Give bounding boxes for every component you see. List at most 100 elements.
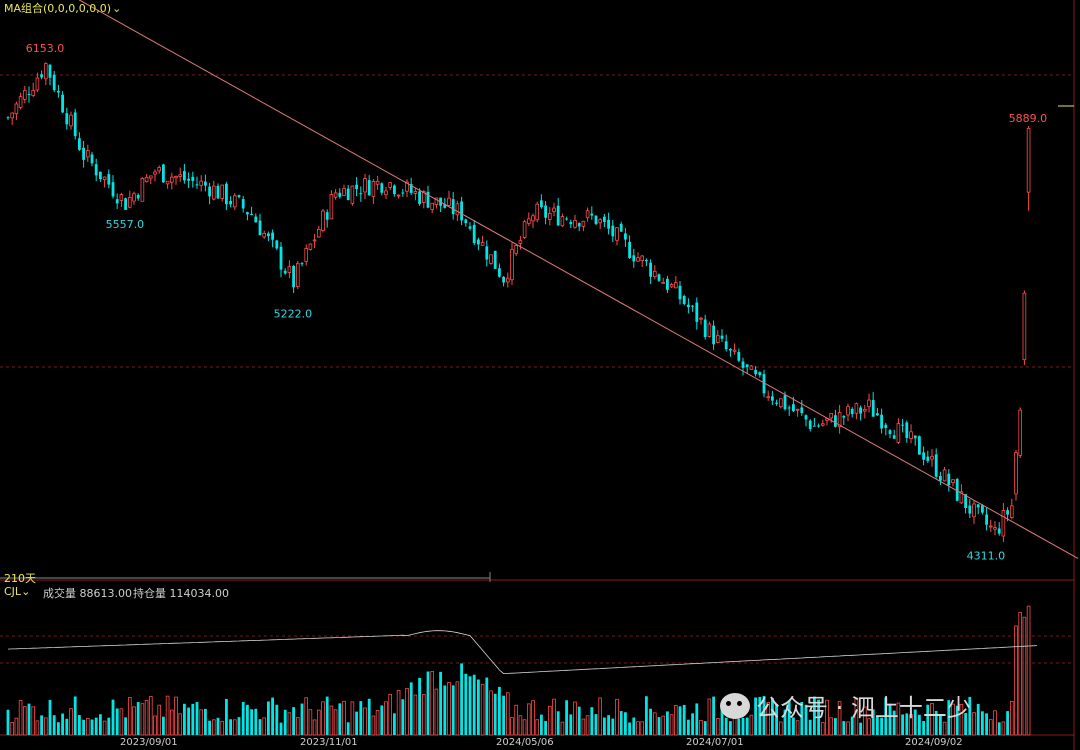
volume-bar-down	[611, 718, 615, 735]
volume-bar-down	[472, 674, 476, 735]
volume-bar-up	[825, 699, 829, 736]
candle-up	[669, 284, 674, 288]
ma-indicator-label[interactable]: MA组合(0,0,0,0,0,0)⌄	[4, 0, 121, 16]
volume-bar-up	[552, 698, 556, 736]
candle-up	[909, 431, 913, 439]
volume-bar-up	[1022, 616, 1027, 736]
candle-up	[316, 228, 321, 238]
volume-bar-down	[250, 709, 253, 735]
candle-down	[82, 147, 85, 160]
candle-up	[522, 221, 527, 238]
volume-bar-up	[548, 705, 552, 736]
volume-bar-down	[603, 717, 606, 735]
candle-up	[232, 195, 237, 208]
volume-bar-down	[346, 722, 350, 735]
candle-up	[480, 242, 485, 246]
volume-bar-down	[939, 715, 942, 735]
candle-up	[10, 112, 15, 119]
volume-bar-down	[901, 714, 904, 735]
candle-down	[99, 171, 102, 180]
volume-bar-down	[737, 718, 741, 735]
volume-bar-up	[447, 682, 451, 736]
candle-up	[14, 103, 19, 115]
candle-down	[380, 183, 384, 193]
volume-bar-up	[350, 701, 355, 736]
volume-bar-up	[896, 702, 901, 736]
candle-down	[981, 505, 984, 513]
candle-down	[52, 74, 56, 91]
volume-bar-down	[283, 709, 287, 735]
candle-down	[645, 259, 648, 262]
volume-bar-up	[18, 699, 23, 736]
candle-down	[968, 505, 972, 514]
volume-bar-up	[716, 718, 720, 736]
volume-bar-down	[90, 719, 94, 735]
volume-bar-up	[510, 717, 514, 736]
volume-bar-up	[514, 704, 518, 736]
candle-down	[657, 274, 661, 281]
candle-down	[401, 192, 405, 194]
candle-down	[418, 191, 421, 205]
candle-down	[611, 225, 615, 237]
volume-bar-up	[178, 713, 183, 736]
candle-up	[837, 412, 842, 428]
candle-down	[393, 185, 396, 194]
candle-up	[959, 491, 964, 504]
volume-bar-down	[649, 708, 652, 735]
candle-down	[800, 407, 804, 413]
candle-down	[283, 270, 287, 274]
volume-indicator-label[interactable]: CJL⌄	[4, 585, 30, 598]
volume-bar-up	[640, 721, 644, 736]
candle-down	[741, 361, 745, 368]
volume-bar-down	[913, 709, 917, 735]
volume-bar-up	[661, 715, 665, 736]
price-annotation: 5557.0	[106, 218, 145, 231]
candle-down	[603, 216, 606, 222]
candle-up	[573, 219, 577, 228]
candle-up	[405, 181, 409, 192]
candle-up	[1014, 452, 1018, 495]
candle-down	[115, 199, 119, 204]
candle-down	[666, 278, 669, 290]
candle-down	[754, 369, 757, 375]
candle-up	[430, 202, 434, 210]
volume-bar-down	[985, 713, 988, 735]
candle-up	[165, 180, 170, 185]
volume-bar-up	[531, 700, 535, 736]
candle-up	[867, 399, 871, 407]
volume-bar-down	[981, 711, 984, 735]
candle-up	[1022, 292, 1027, 361]
candle-up	[1026, 127, 1031, 193]
volume-bar-down	[922, 720, 925, 735]
candle-up	[854, 403, 859, 414]
candle-up	[1010, 505, 1014, 518]
volume-bar-down	[682, 704, 686, 735]
volume-bar-down	[40, 715, 43, 735]
candle-down	[65, 113, 69, 125]
candle-down	[577, 223, 581, 227]
volume-bar-down	[82, 719, 85, 735]
candle-down	[556, 205, 560, 226]
volume-bar-down	[258, 719, 262, 735]
volume-bar-down	[590, 707, 594, 735]
candle-up	[518, 240, 523, 244]
candle-up	[585, 210, 590, 219]
candle-down	[624, 233, 627, 240]
volume-bar-up	[535, 719, 539, 736]
candle-down	[355, 184, 358, 190]
volume-bar-up	[749, 714, 754, 736]
volume-bar-down	[976, 703, 980, 735]
x-tick-label: 2024/07/01	[686, 737, 744, 748]
candle-down	[876, 413, 879, 416]
candle-up	[396, 194, 401, 197]
chevron-down-icon[interactable]: ⌄	[112, 2, 122, 15]
candle-up	[119, 194, 124, 201]
volume-bar-down	[619, 711, 623, 735]
volume-bar-down	[842, 721, 846, 735]
volume-bar-down	[624, 712, 627, 735]
candle-up	[329, 194, 334, 220]
volume-bar-up	[157, 704, 162, 736]
volume-bar-down	[477, 679, 480, 735]
candle-down	[187, 178, 190, 181]
chevron-down-icon[interactable]: ⌄	[21, 585, 31, 598]
